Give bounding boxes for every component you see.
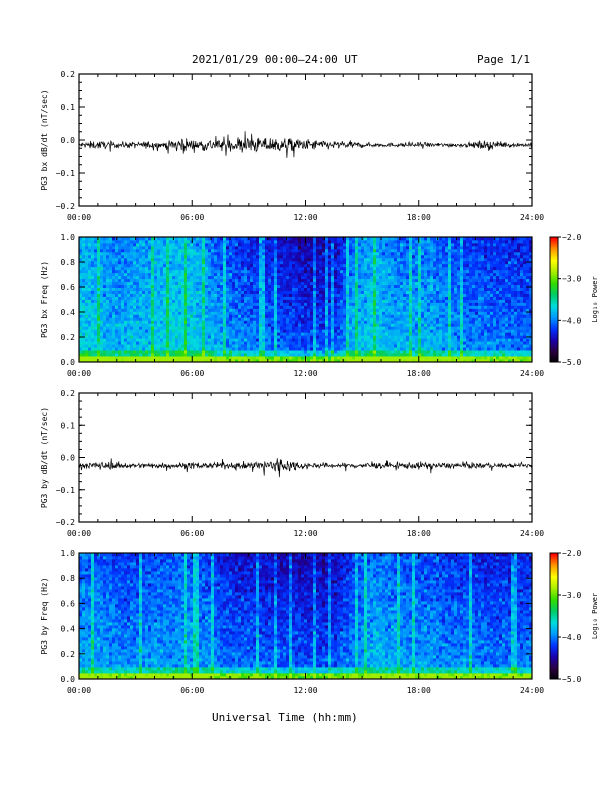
- chart-panel-4: 1.0 0.8 0.6 0.4 0.2 0.0 −2.0 −3.0 −4.0 −5.0 Log₁₀ …: [40, 549, 599, 695]
- spectrogram: [79, 237, 532, 362]
- y-tick-label: 0.4: [61, 308, 76, 317]
- y-tick-label: 0.6: [61, 283, 76, 292]
- y-tick-label: 0.2: [61, 70, 76, 79]
- y-tick-label: −0.2: [56, 202, 75, 211]
- figure: 0.2 0.1 0.0 −0.1 −0.2 00:00 06:00 12:00 18:00 24:…: [0, 0, 612, 792]
- y-axis-label: PG3 bx Freq (Hz): [40, 261, 49, 338]
- y-tick-label: 0.0: [61, 675, 76, 684]
- x-tick-label: 18:00: [407, 213, 431, 222]
- x-tick-label: 24:00: [520, 213, 544, 222]
- x-tick-label: 12:00: [293, 213, 317, 222]
- y-tick-label: 0.8: [61, 258, 76, 267]
- y-axis-label: PG3 bx dB/dt (nT/sec): [40, 89, 49, 190]
- chart-panel-1: 0.2 0.1 0.0 −0.1 −0.2 00:00 06:00 12:00 18:00 24:…: [40, 70, 544, 222]
- chart-panel-2: 1.0 0.8 0.6 0.4 0.2 0.0 −2.0 −3.0 −4.0 −5.0 Log₁₀ …: [40, 233, 599, 378]
- colorbar-tick-label: −2.0: [562, 549, 581, 558]
- x-tick-label: 12:00: [293, 686, 317, 695]
- colorbar-tick-label: −3.0: [562, 275, 581, 284]
- y-tick-label: 0.4: [61, 625, 76, 634]
- y-tick-label: −0.2: [56, 518, 75, 527]
- y-tick-label: 1.0: [61, 549, 76, 558]
- y-tick-label: 0.0: [61, 136, 76, 145]
- x-axis-label: Universal Time (hh:mm): [212, 711, 358, 724]
- y-tick-label: 1.0: [61, 233, 76, 242]
- colorbar-tick-label: −5.0: [562, 358, 581, 367]
- plot-frame: [79, 74, 532, 206]
- data-trace: [79, 458, 532, 477]
- spectrogram: [79, 553, 532, 679]
- x-tick-label: 18:00: [407, 529, 431, 538]
- colorbar-tick-label: −3.0: [562, 591, 581, 600]
- colorbar-label: Log₁₀ Power: [591, 593, 599, 639]
- y-axis-label: PG3 by dB/dt (nT/sec): [40, 407, 49, 508]
- colorbar-tick-label: −4.0: [562, 633, 581, 642]
- x-tick-label: 18:00: [407, 686, 431, 695]
- plot-frame: [79, 393, 532, 522]
- x-tick-label: 00:00: [67, 213, 91, 222]
- y-tick-label: 0.1: [61, 103, 76, 112]
- y-tick-label: 0.0: [61, 358, 76, 367]
- y-tick-label: 0.1: [61, 421, 76, 430]
- y-tick-label: 0.6: [61, 599, 76, 608]
- y-tick-label: 0.2: [61, 389, 76, 398]
- colorbar: −2.0 −3.0 −4.0 −5.0 Log₁₀ Power: [550, 549, 599, 684]
- x-tick-label: 00:00: [67, 686, 91, 695]
- y-axis-label: PG3 by Freq (Hz): [40, 577, 49, 654]
- x-tick-label: 06:00: [180, 369, 204, 378]
- colorbar-tick-label: −2.0: [562, 233, 581, 242]
- y-tick-label: 0.0: [61, 454, 76, 463]
- x-tick-label: 24:00: [520, 369, 544, 378]
- y-tick-label: 0.2: [61, 650, 76, 659]
- x-tick-label: 06:00: [180, 686, 204, 695]
- x-tick-label: 12:00: [293, 369, 317, 378]
- colorbar: −2.0 −3.0 −4.0 −5.0 Log₁₀ Power: [550, 233, 599, 367]
- y-tick-label: −0.1: [56, 486, 75, 495]
- y-tick-label: 0.8: [61, 574, 76, 583]
- x-tick-label: 24:00: [520, 529, 544, 538]
- x-tick-label: 18:00: [407, 369, 431, 378]
- x-tick-label: 06:00: [180, 529, 204, 538]
- x-tick-label: 00:00: [67, 529, 91, 538]
- y-tick-label: −0.1: [56, 169, 75, 178]
- colorbar-tick-label: −4.0: [562, 316, 581, 325]
- colorbar-tick-label: −5.0: [562, 675, 581, 684]
- colorbar-label: Log₁₀ Power: [591, 276, 599, 322]
- y-tick-label: 0.2: [61, 333, 76, 342]
- x-tick-label: 12:00: [293, 529, 317, 538]
- page: 2021/01/29 00:00–24:00 UT Page 1/1 0.2 0.…: [0, 0, 612, 792]
- x-tick-label: 24:00: [520, 686, 544, 695]
- chart-panel-3: 0.2 0.1 0.0 −0.1 −0.2 00:00 06:00 12:00 18:00 24:…: [40, 389, 544, 538]
- x-tick-label: 00:00: [67, 369, 91, 378]
- data-trace: [79, 131, 532, 158]
- x-tick-label: 06:00: [180, 213, 204, 222]
